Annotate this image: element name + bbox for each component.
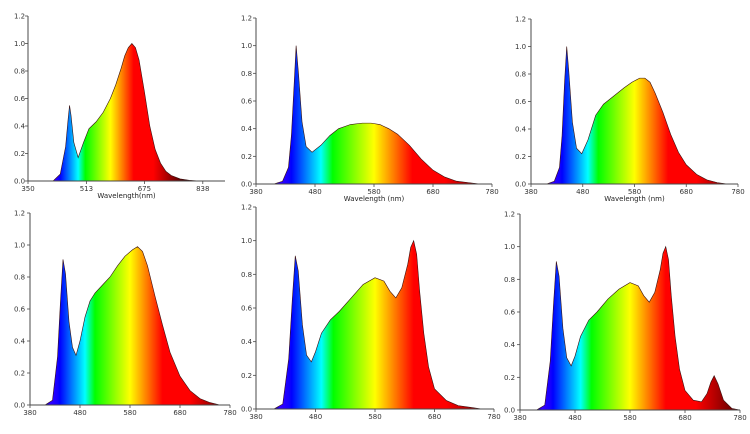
x-tick-label: 680 (680, 188, 693, 196)
x-tick-label: 350 (21, 185, 34, 193)
y-tick-label: 0.8 (515, 71, 526, 79)
y-tick-label: 0.4 (241, 125, 253, 133)
x-tick-label: 380 (23, 409, 36, 417)
y-tick-label: 1.0 (14, 242, 25, 250)
spectrum-area (531, 46, 738, 185)
y-tick-label: 0.6 (241, 98, 253, 106)
x-tick-label: 480 (309, 413, 322, 421)
x-tick-label: 480 (308, 188, 321, 196)
y-tick-label: 0.0 (241, 406, 252, 414)
x-tick-label: 513 (80, 185, 93, 193)
y-tick-label: 1.0 (241, 42, 252, 50)
y-tick-label: 0.0 (14, 402, 25, 410)
y-tick-label: 0.6 (14, 95, 26, 103)
y-tick-label: 0.0 (515, 181, 526, 189)
x-tick-label: 780 (487, 413, 500, 421)
x-tick-label: 680 (426, 188, 439, 196)
y-tick-label: 0.6 (515, 98, 527, 106)
y-tick-label: 0.2 (515, 153, 526, 161)
spectrum-area (30, 246, 230, 406)
y-tick-label: 0.4 (515, 126, 527, 134)
spectrum-chart-bottom-middle: 0.0 0.2 0.4 0.6 0.8 1.0 1.2 380 480 580 680 780 (241, 204, 501, 422)
y-tick-label: 0.8 (241, 70, 252, 78)
y-tick-label: 0.0 (241, 181, 252, 189)
y-tick-label: 0.2 (241, 372, 252, 380)
y-tick-label: 0.4 (504, 341, 516, 349)
x-tick-label: 480 (576, 188, 589, 196)
y-tick-label: 0.8 (14, 274, 25, 282)
spectrum-chart-bottom-left: 0.0 0.2 0.4 0.6 0.8 1.0 1.2 380 480 580 680 780 (14, 210, 237, 418)
spectrum-chart-top-left: 0.0 0.2 0.4 0.6 0.8 1.0 1.2 350 513 675 838 Wavelen… (14, 13, 225, 200)
y-tick-label: 0.2 (14, 150, 25, 158)
y-tick-label: 0.4 (241, 338, 253, 346)
x-tick-label: 780 (485, 188, 498, 196)
spectrum-chart-top-middle: 0.0 0.2 0.4 0.6 0.8 1.0 1.2 380 480 580 680 780 Wave… (241, 15, 499, 204)
x-axis-label: Wavelength (nm) (604, 195, 665, 203)
y-tick-label: 0.4 (14, 338, 26, 346)
x-tick-label: 780 (733, 414, 746, 422)
y-tick-label: 0.2 (241, 153, 252, 161)
x-tick-label: 838 (196, 185, 209, 193)
y-tick-label: 0.8 (14, 68, 25, 76)
x-tick-label: 780 (223, 409, 236, 417)
x-tick-label: 380 (249, 413, 262, 421)
x-tick-label: 480 (568, 414, 581, 422)
x-axis-label: Wavelength(nm) (97, 192, 156, 200)
y-tick-label: 0.6 (241, 305, 253, 313)
y-tick-label: 1.2 (241, 15, 252, 23)
y-tick-label: 0.8 (504, 276, 515, 284)
y-tick-label: 1.2 (515, 16, 526, 24)
y-tick-label: 1.0 (504, 243, 515, 251)
x-tick-label: 480 (73, 409, 86, 417)
y-tick-label: 0.0 (504, 407, 515, 415)
spectrum-area (28, 43, 225, 182)
x-tick-label: 680 (678, 414, 691, 422)
y-tick-label: 0.0 (14, 178, 25, 186)
y-tick-label: 0.4 (14, 123, 26, 131)
x-tick-label: 380 (513, 414, 526, 422)
y-tick-label: 0.6 (14, 306, 26, 314)
x-tick-label: 580 (367, 188, 380, 196)
spectrum-area (256, 45, 492, 185)
x-tick-label: 380 (249, 188, 262, 196)
x-tick-label: 580 (628, 188, 641, 196)
x-tick-label: 680 (173, 409, 186, 417)
y-tick-label: 1.2 (14, 210, 25, 218)
y-tick-label: 1.2 (14, 13, 25, 21)
y-tick-label: 0.2 (504, 374, 515, 382)
y-tick-label: 1.2 (504, 211, 515, 219)
y-tick-label: 1.0 (241, 237, 252, 245)
x-tick-label: 380 (524, 188, 537, 196)
x-tick-label: 580 (368, 413, 381, 421)
spectrum-area (256, 239, 494, 410)
x-axis-label: Wavelength (nm) (344, 195, 405, 203)
y-tick-label: 1.0 (14, 40, 25, 48)
x-tick-label: 675 (138, 185, 151, 193)
y-tick-label: 1.0 (515, 43, 526, 51)
x-tick-label: 780 (731, 188, 744, 196)
spectrum-area (520, 245, 741, 411)
x-tick-label: 580 (123, 409, 136, 417)
y-tick-label: 0.6 (504, 309, 516, 317)
y-tick-label: 0.2 (14, 370, 25, 378)
y-tick-label: 1.2 (241, 204, 252, 212)
y-tick-label: 0.8 (241, 271, 252, 279)
x-tick-label: 680 (428, 413, 441, 421)
x-tick-label: 580 (623, 414, 636, 422)
spectrum-chart-bottom-right: 0.0 0.2 0.4 0.6 0.8 1.0 1.2 380 480 580 680 780 (504, 211, 747, 423)
spectrum-chart-top-right: 0.0 0.2 0.4 0.6 0.8 1.0 1.2 380 480 580 680 780 Wave… (515, 16, 745, 204)
